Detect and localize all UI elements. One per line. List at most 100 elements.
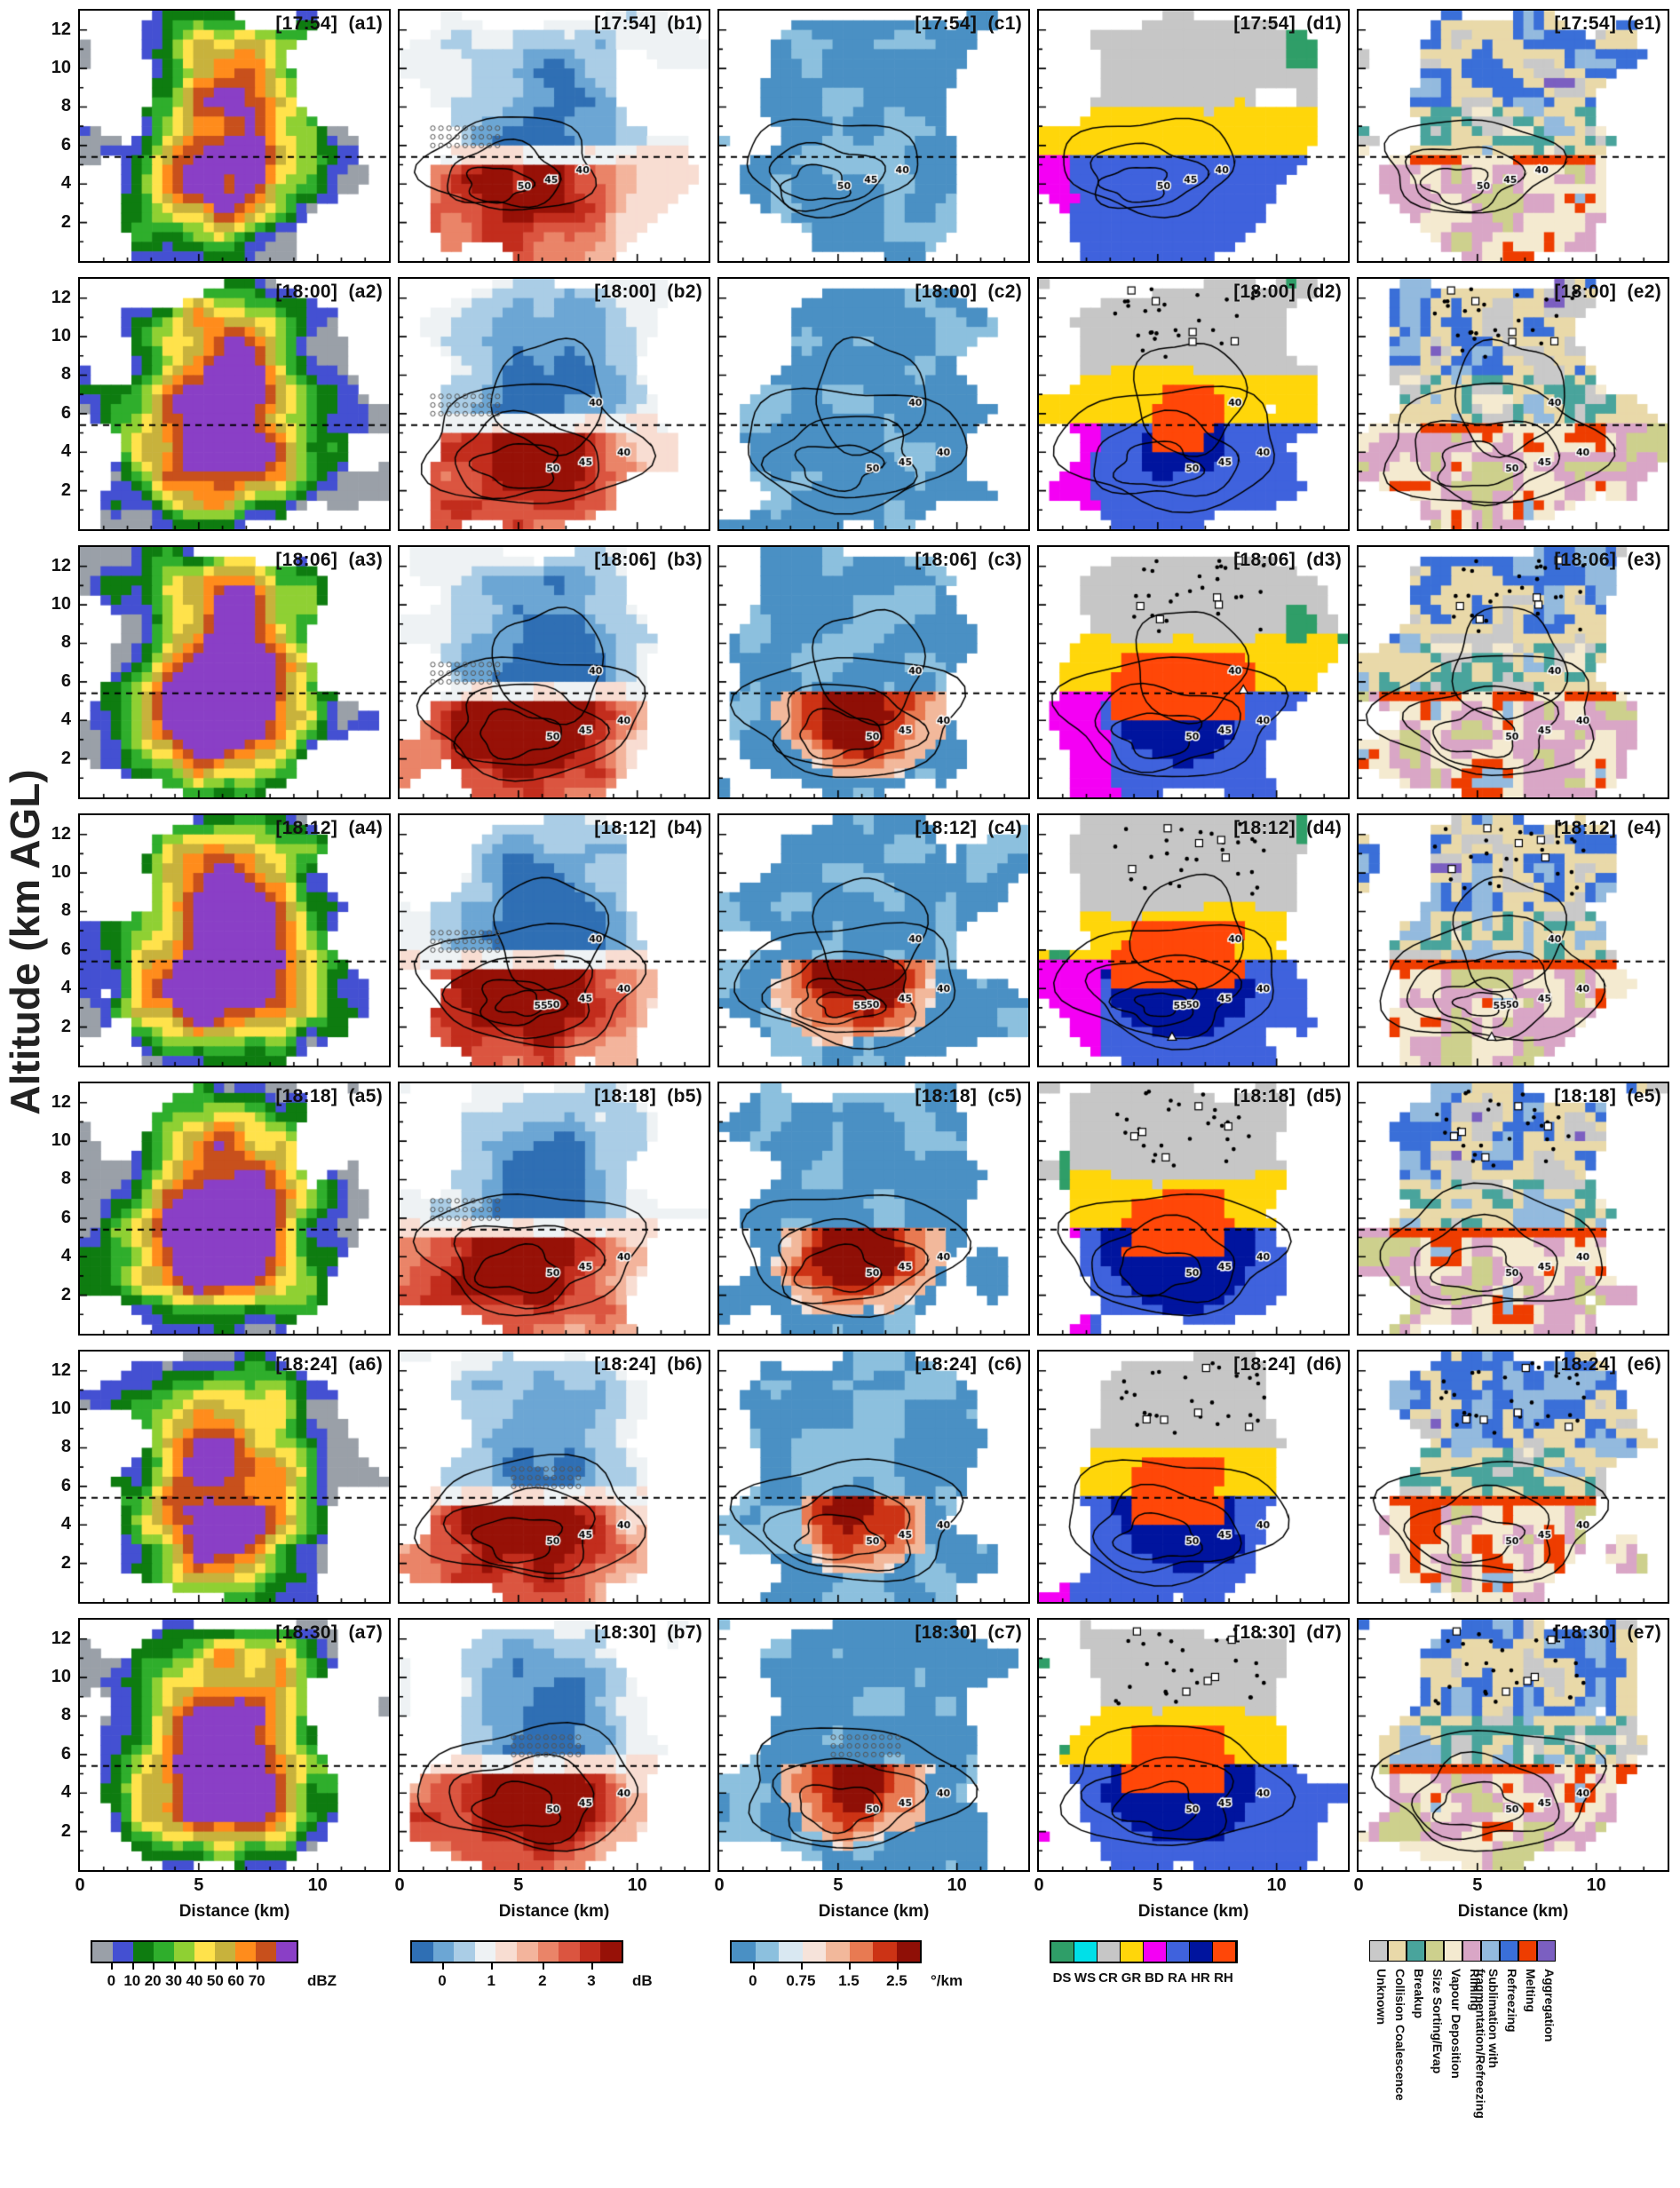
y-tick-label: 12 [51, 1091, 71, 1112]
panel-title-d7: [18:30] (d7) [1233, 1622, 1342, 1643]
panel-c6: [18:24] (c6) [717, 1350, 1030, 1604]
panel-title-d6: [18:24] (d6) [1233, 1354, 1342, 1375]
field-canvas-d4 [1039, 815, 1348, 1066]
y-tick-label: 12 [51, 823, 71, 844]
y-tick-label: 6 [60, 1475, 71, 1495]
panel-c1: [17:54] (c1) [717, 9, 1030, 263]
panel-d7: [18:30] (d7) [1037, 1618, 1350, 1872]
colorbar-tick [235, 1963, 238, 1970]
colorbar-segment [113, 1942, 133, 1962]
panel-a2: [18:00] (a2) [78, 277, 391, 531]
y-tick-label: 2 [60, 1552, 71, 1573]
colorbar-tick-label: 30 [165, 1972, 183, 1989]
field-canvas-a4 [80, 815, 389, 1066]
field-canvas-e7 [1359, 1620, 1668, 1870]
colorbar-segment [559, 1942, 580, 1962]
panel-title-e4: [18:12] (e4) [1554, 818, 1661, 838]
colorbar-tick-label: 10 [123, 1972, 141, 1989]
field-canvas-b2 [400, 279, 709, 529]
field-canvas-a7 [80, 1620, 389, 1870]
x-axis-label: Distance (km) [178, 1902, 290, 1921]
colorbar-segment [802, 1942, 826, 1962]
field-canvas-e4 [1359, 815, 1668, 1066]
panel-e3: [18:06] (e3) [1357, 545, 1669, 799]
y-tick-label: 6 [60, 1207, 71, 1227]
field-canvas-e5 [1359, 1083, 1668, 1334]
field-canvas-c5 [719, 1083, 1028, 1334]
panel-title-e7: [18:30] (e7) [1554, 1622, 1661, 1643]
x-tick-label: 10 [947, 1875, 967, 1895]
colorbar-segment [779, 1942, 803, 1962]
legend-class-label: Breakup [1412, 1969, 1426, 2019]
field-canvas-a5 [80, 1083, 389, 1334]
y-tick-label: 6 [60, 670, 71, 691]
legend-class-label: Melting [1524, 1969, 1538, 2012]
legend-swatch [1369, 1940, 1388, 1962]
y-tick-label: 2 [60, 1016, 71, 1036]
legend-swatch [1462, 1940, 1481, 1962]
panel-d5: [18:18] (d5) [1037, 1082, 1350, 1336]
panel-title-a5: [18:18] (a5) [275, 1086, 383, 1106]
y-tick-label: 8 [60, 900, 71, 921]
y-tick-label: 4 [60, 441, 71, 462]
panel-c5: [18:18] (c5) [717, 1082, 1030, 1336]
y-tick-label: 10 [51, 1667, 71, 1687]
panel-b4: [18:12] (b4) [398, 813, 710, 1067]
colorbar-kdp [730, 1940, 922, 1963]
panel-c4: [18:12] (c4) [717, 813, 1030, 1067]
field-canvas-a1 [80, 11, 389, 261]
legend-class-label: DS [1052, 1970, 1072, 1986]
legend-swatch [1167, 1942, 1190, 1962]
field-canvas-b1 [400, 11, 709, 261]
field-canvas-d1 [1039, 11, 1348, 261]
x-tick-label: 5 [833, 1875, 844, 1895]
x-axis-label: Distance (km) [498, 1902, 610, 1921]
field-canvas-a3 [80, 547, 389, 797]
colorbar-tick [591, 1963, 593, 1970]
panel-e6: [18:24] (e6) [1357, 1350, 1669, 1604]
panel-title-d4: [18:12] (d4) [1233, 818, 1342, 838]
field-canvas-d3 [1039, 547, 1348, 797]
colorbar-tick-label: 20 [144, 1972, 162, 1989]
x-tick-label: 10 [1586, 1875, 1606, 1895]
colorbar-unit-kdp: °/km [931, 1972, 963, 1989]
panel-title-b5: [18:18] (b5) [594, 1086, 702, 1106]
x-tick-label: 0 [714, 1875, 725, 1895]
panel-title-d2: [18:00] (d2) [1233, 281, 1342, 302]
colorbar-zdr [410, 1940, 623, 1963]
legend-swatch [1537, 1940, 1556, 1962]
panel-title-a6: [18:24] (a6) [275, 1354, 383, 1375]
field-canvas-d2 [1039, 279, 1348, 529]
x-tick-label: 0 [394, 1875, 405, 1895]
y-tick-label: 2 [60, 211, 71, 232]
panel-d2: [18:00] (d2) [1037, 277, 1350, 531]
colorbar-segment [474, 1942, 496, 1962]
colorbar-tick [800, 1963, 803, 1970]
colorbar-segment [194, 1942, 215, 1962]
colorbar-tick-label: 0 [749, 1972, 757, 1989]
panel-b3: [18:06] (b3) [398, 545, 710, 799]
legend-swatch [1481, 1940, 1500, 1962]
legend-class-label: Vapour Deposition [1449, 1969, 1463, 2079]
colorbar-tick-label: 60 [227, 1972, 245, 1989]
panel-e2: [18:00] (e2) [1357, 277, 1669, 531]
legend-swatch [1388, 1940, 1407, 1962]
legend-hid [1050, 1940, 1238, 1963]
colorbar-segment [849, 1942, 873, 1962]
legend-class-label: RA [1168, 1970, 1187, 1986]
colorbar-segment [256, 1942, 276, 1962]
legend-class-label: RH [1214, 1970, 1233, 1986]
panel-title-c3: [18:06] (c3) [915, 550, 1022, 570]
y-tick-label: 8 [60, 1437, 71, 1457]
panel-title-b7: [18:30] (b7) [594, 1622, 702, 1643]
legend-swatch [1074, 1942, 1098, 1962]
x-axis-label: Distance (km) [1137, 1902, 1249, 1921]
y-tick-label: 4 [60, 1514, 71, 1534]
colorbar-segment [174, 1942, 194, 1962]
panel-e1: [17:54] (e1) [1357, 9, 1669, 263]
legend-class-label: Size Sorting/Evap [1430, 1969, 1445, 2074]
panel-title-c2: [18:00] (c2) [915, 281, 1022, 302]
panel-title-b2: [18:00] (b2) [594, 281, 702, 302]
colorbar-tick [752, 1963, 755, 1970]
panel-title-b3: [18:06] (b3) [594, 550, 702, 570]
